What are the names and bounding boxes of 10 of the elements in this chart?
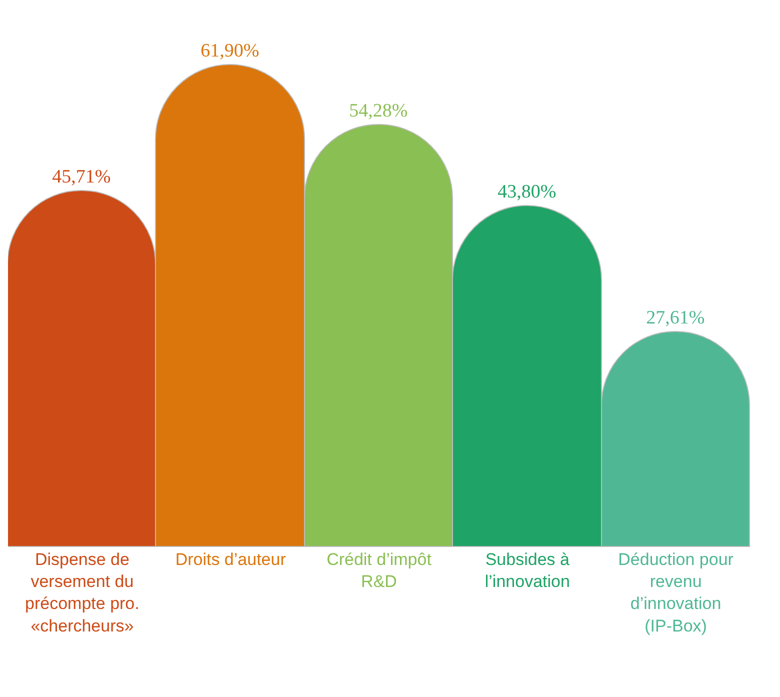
data-label: 27,61% [646, 308, 705, 328]
x-tick-label: Déduction pour revenu d’innovation (IP-Box) [618, 550, 734, 636]
data-label: 61,90% [200, 40, 260, 62]
x-tick-label: Droits d’auteur [175, 550, 286, 569]
data-label: 54,28% [349, 100, 408, 122]
data-label: 45,71% [52, 166, 111, 188]
x-tick-label: Crédit d’impôt R&D [326, 550, 432, 592]
data-label: 43,80% [498, 182, 556, 202]
x-tick-label: Subsides à l’innovation [484, 550, 570, 592]
x-tick-label: Dispense de versement du précompte pro. «chercheurs» [25, 550, 140, 636]
